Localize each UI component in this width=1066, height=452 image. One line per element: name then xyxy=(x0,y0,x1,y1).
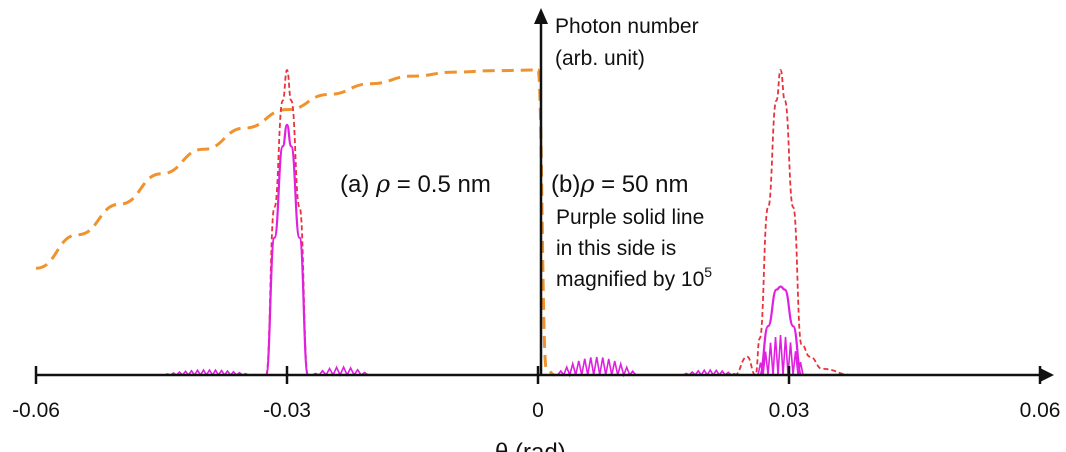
x-axis-label: θ (rad) xyxy=(495,439,566,452)
series-line-1 xyxy=(536,68,556,377)
x-tick-label: 0 xyxy=(532,399,544,422)
x-tick-label: 0.06 xyxy=(1020,399,1061,422)
series-line-3 xyxy=(264,123,310,377)
plot-curves xyxy=(35,68,852,378)
panel-b-prefix: (b) xyxy=(551,171,580,198)
panel-b-exponent: 5 xyxy=(704,264,712,280)
series-line-2 xyxy=(265,69,852,376)
series-line-4 xyxy=(758,285,803,377)
panel-b-label: (b)ρ = 50 nm xyxy=(551,170,689,198)
x-tick-label: -0.06 xyxy=(12,399,60,422)
panel-b-note-line2: in this side is xyxy=(556,237,676,260)
y-axis-label-line2: (arb. unit) xyxy=(555,47,645,70)
x-ticks: -0.06 -0.03 0 0.03 0.06 xyxy=(12,366,1060,422)
x-axis-arrow xyxy=(1040,368,1054,382)
panel-b-rest: = 50 nm xyxy=(594,171,688,198)
series-line-0 xyxy=(35,68,539,270)
y-axis-arrow xyxy=(534,8,548,24)
panel-a-rest: = 0.5 nm xyxy=(390,171,491,198)
y-axis-label-line1: Photon number xyxy=(555,15,699,38)
x-tick-label: 0.03 xyxy=(769,399,810,422)
panel-b-rho: ρ xyxy=(579,170,594,198)
panel-b-note-line3-text: magnified by 10 xyxy=(556,268,704,291)
panel-a-rho: ρ xyxy=(375,170,390,198)
panel-a-prefix: (a) xyxy=(340,171,376,198)
panel-b-note-line1: Purple solid line xyxy=(556,206,704,229)
oscillation-detail xyxy=(161,334,806,378)
panel-a-label: (a) ρ = 0.5 nm xyxy=(340,170,491,198)
x-tick-label: -0.03 xyxy=(263,399,311,422)
panel-b-note-line3: magnified by 105 xyxy=(556,264,712,291)
